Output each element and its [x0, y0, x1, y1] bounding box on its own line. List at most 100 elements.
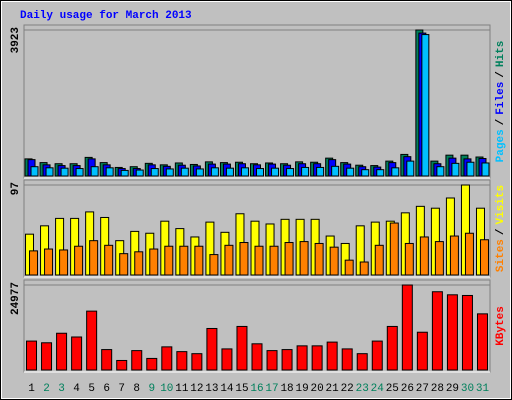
bar: [210, 167, 219, 177]
bar: [281, 349, 293, 371]
bar: [346, 167, 355, 177]
bar: [476, 313, 488, 371]
bar: [239, 242, 249, 276]
y-tick-label: 3923: [10, 27, 22, 54]
bar: [256, 168, 264, 177]
bar: [389, 222, 399, 276]
x-tick-label: 27: [416, 383, 429, 395]
legend-entry: KBytes: [495, 306, 507, 346]
x-tick-label: 1: [28, 383, 35, 395]
bar: [191, 353, 203, 371]
x-tick-label: 24: [371, 383, 385, 395]
bar: [165, 168, 174, 177]
bar: [164, 245, 174, 276]
bar: [206, 327, 218, 371]
bar: [251, 343, 263, 371]
bar: [120, 169, 129, 177]
bar: [150, 168, 159, 177]
bar: [29, 250, 39, 276]
bar: [361, 169, 370, 177]
bar: [401, 284, 413, 371]
x-tick-label: 30: [461, 383, 474, 395]
bar: [466, 161, 475, 177]
bar: [419, 236, 429, 276]
bar: [356, 353, 368, 371]
legend-entry: Sites: [495, 239, 507, 272]
bar: [311, 345, 323, 371]
bar: [60, 167, 69, 177]
bar: [461, 294, 473, 371]
bar: [254, 245, 264, 276]
bar: [236, 325, 248, 371]
bar: [134, 251, 144, 276]
bar: [464, 232, 474, 276]
x-tick-label: 23: [356, 383, 369, 395]
x-tick-label: 29: [446, 383, 459, 395]
bar: [331, 165, 340, 177]
bar: [314, 242, 324, 276]
bar: [451, 162, 460, 177]
x-tick-label: 5: [88, 383, 95, 395]
bar: [299, 241, 309, 276]
bar: [240, 167, 249, 177]
legend: Sites / Visits: [495, 185, 507, 272]
bar: [224, 244, 234, 276]
bar: [374, 244, 384, 276]
legend-entry: Hits: [495, 41, 507, 67]
bar: [105, 167, 114, 177]
bar: [149, 248, 159, 276]
x-tick-label: 2: [43, 383, 50, 395]
x-tick-label: 20: [311, 383, 324, 395]
bar: [421, 34, 430, 177]
bar: [446, 294, 458, 371]
bar: [45, 167, 54, 177]
chart-title: Daily usage for March 2013: [20, 10, 192, 22]
x-tick-label: 4: [73, 383, 80, 395]
bar: [116, 359, 128, 371]
bar: [119, 253, 129, 276]
bar: [90, 166, 99, 177]
x-tick-label: 11: [175, 383, 189, 395]
bar: [286, 168, 295, 177]
legend: Pages / Files / Hits: [495, 41, 507, 163]
bar: [176, 351, 188, 371]
bar: [416, 331, 428, 371]
x-tick-label: 17: [265, 383, 278, 395]
x-tick-label: 13: [205, 383, 218, 395]
bar: [225, 167, 234, 177]
legend-entry: Files: [495, 82, 507, 115]
y-tick-label: 97: [10, 182, 22, 195]
bar: [301, 166, 310, 177]
legend-entry: Visits: [495, 185, 507, 225]
bar: [74, 245, 84, 276]
legend-entry: Pages: [495, 129, 507, 162]
x-tick-label: 25: [386, 383, 399, 395]
legend: KBytes: [495, 306, 507, 346]
legend-separator: /: [495, 228, 507, 235]
bar: [161, 346, 173, 371]
bar: [26, 340, 38, 371]
bar: [146, 357, 158, 371]
x-tick-label: 18: [280, 383, 293, 395]
bar: [431, 291, 443, 371]
x-tick-label: 16: [250, 383, 263, 395]
bar: [284, 242, 294, 276]
x-tick-label: 12: [190, 383, 203, 395]
x-tick-label: 28: [431, 383, 444, 395]
x-tick-label: 9: [148, 383, 155, 395]
bar: [266, 350, 278, 371]
bar: [41, 342, 53, 371]
bar: [391, 167, 400, 177]
bar: [341, 348, 353, 371]
bar: [404, 242, 414, 276]
bar: [436, 166, 445, 177]
bar: [75, 168, 84, 177]
bar: [195, 168, 204, 177]
x-tick-label: 14: [220, 383, 234, 395]
bar: [481, 162, 490, 177]
x-tick-label: 15: [235, 383, 248, 395]
bar: [131, 350, 143, 371]
bar: [269, 245, 279, 276]
